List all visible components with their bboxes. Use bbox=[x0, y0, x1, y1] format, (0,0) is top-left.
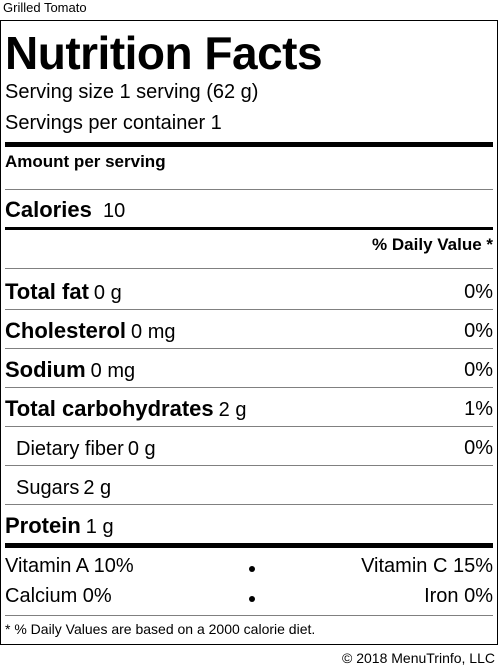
nutrient-daily-value: 0% bbox=[464, 359, 493, 381]
nutrient-row-sugars: Sugars 2 g bbox=[5, 471, 493, 501]
nutrient-amount: 2 g bbox=[83, 477, 112, 499]
divider bbox=[5, 189, 493, 190]
nutrient-amount: 0 g bbox=[127, 438, 156, 460]
nutrient-row-sodium: Sodium 0 mg 0% bbox=[5, 354, 493, 384]
nutrient-daily-value: 0% bbox=[464, 437, 493, 459]
divider bbox=[5, 348, 493, 349]
divider bbox=[5, 309, 493, 310]
nutrient-row-protein: Protein 1 g bbox=[5, 510, 493, 540]
divider bbox=[5, 387, 493, 388]
calories-label: Calories bbox=[5, 197, 92, 222]
nutrient-name: Total carbohydrates 2 g bbox=[5, 396, 247, 421]
bullet-icon bbox=[249, 596, 255, 602]
vitamin-c: Vitamin C 15% bbox=[361, 555, 493, 577]
nutrient-daily-value: 0% bbox=[464, 281, 493, 303]
nutrient-row-dietary-fiber: Dietary fiber 0 g 0% bbox=[5, 432, 493, 462]
nutrient-daily-value: 1% bbox=[464, 398, 493, 420]
iron: Iron 0% bbox=[424, 585, 493, 607]
nutrient-amount: 0 mg bbox=[131, 321, 176, 343]
divider bbox=[5, 268, 493, 269]
calories-value: 10 bbox=[103, 200, 126, 222]
divider-thick bbox=[5, 142, 493, 147]
item-name: Grilled Tomato bbox=[3, 0, 87, 15]
nutrient-amount: 0 g bbox=[93, 282, 122, 304]
divider bbox=[5, 465, 493, 466]
divider-medium bbox=[5, 227, 493, 230]
divider-thick bbox=[5, 543, 493, 548]
divider bbox=[5, 504, 493, 505]
vitamin-a: Vitamin A 10% bbox=[5, 555, 134, 577]
nutrition-label: Nutrition Facts Serving size 1 serving (… bbox=[0, 20, 498, 645]
nutrient-amount: 0 mg bbox=[90, 360, 136, 382]
nutrient-row-cholesterol: Cholesterol 0 mg 0% bbox=[5, 315, 493, 345]
nutrient-amount: 1 g bbox=[85, 516, 114, 538]
amount-per-serving: Amount per serving bbox=[5, 152, 166, 171]
serving-size: Serving size 1 serving (62 g) bbox=[5, 81, 259, 103]
label-title: Nutrition Facts bbox=[5, 27, 323, 79]
nutrient-amount: 2 g bbox=[218, 399, 247, 421]
nutrient-row-total-fat: Total fat 0 g 0% bbox=[5, 276, 493, 306]
copyright: © 2018 MenuTrinfo, LLC bbox=[342, 650, 495, 666]
nutrient-name: Protein 1 g bbox=[5, 513, 114, 538]
divider bbox=[5, 615, 493, 616]
nutrient-name: Sugars 2 g bbox=[16, 477, 112, 499]
daily-value-header: % Daily Value * bbox=[372, 235, 493, 254]
calcium: Calcium 0% bbox=[5, 585, 112, 607]
nutrient-name: Dietary fiber 0 g bbox=[16, 438, 156, 460]
nutrient-daily-value: 0% bbox=[464, 320, 493, 342]
nutrient-name: Total fat 0 g bbox=[5, 279, 122, 304]
bullet-icon bbox=[249, 566, 255, 572]
servings-per-container: Servings per container 1 bbox=[5, 112, 222, 134]
nutrient-name: Cholesterol 0 mg bbox=[5, 318, 176, 343]
nutrient-row-total-carbohydrates: Total carbohydrates 2 g 1% bbox=[5, 393, 493, 423]
divider bbox=[5, 426, 493, 427]
nutrient-name: Sodium 0 mg bbox=[5, 357, 136, 382]
daily-value-footnote: * % Daily Values are based on a 2000 cal… bbox=[5, 621, 316, 637]
